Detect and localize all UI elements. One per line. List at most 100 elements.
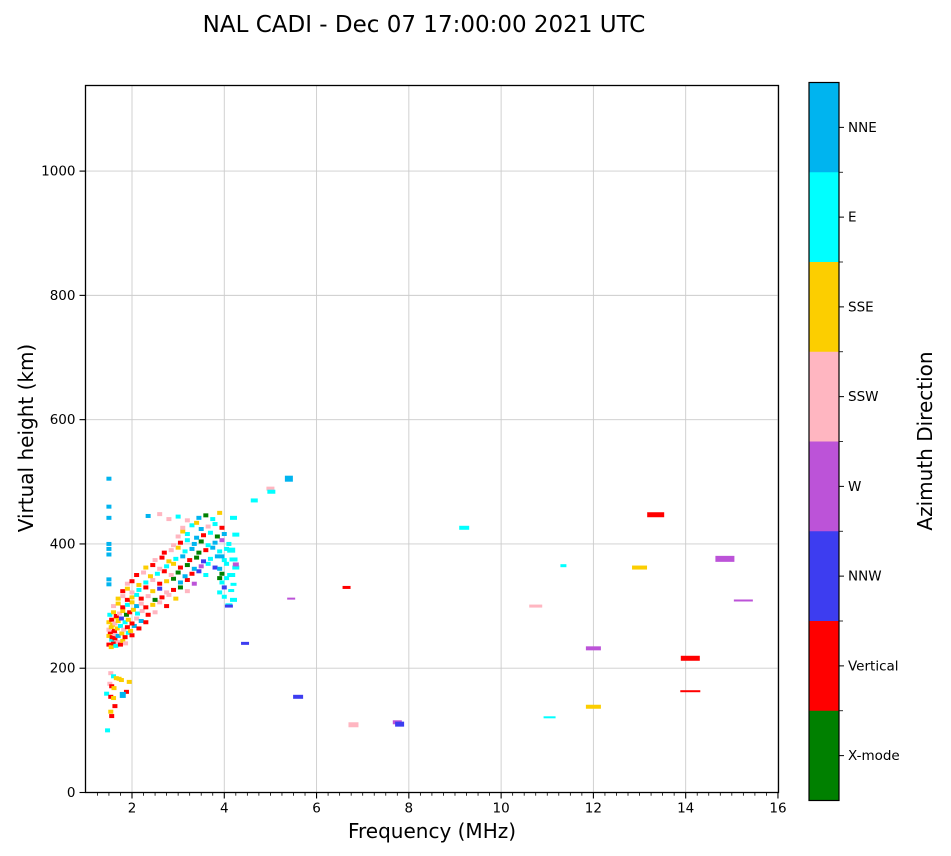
data-point — [166, 559, 172, 564]
data-point — [177, 580, 183, 585]
data-point — [117, 611, 123, 616]
data-point — [180, 525, 186, 530]
data-point — [219, 538, 225, 543]
data-point — [164, 604, 170, 609]
data-point — [201, 533, 207, 538]
data-point — [107, 612, 113, 617]
data-point — [119, 691, 126, 698]
data-point — [115, 601, 121, 606]
data-point — [180, 554, 186, 559]
data-point — [219, 525, 225, 530]
y-tick-label: 800 — [50, 288, 76, 304]
data-point — [230, 515, 238, 520]
data-point — [212, 522, 218, 527]
data-point — [145, 612, 151, 617]
data-point — [108, 694, 114, 699]
x-tick-label: 4 — [220, 801, 229, 817]
data-point — [113, 614, 119, 619]
data-point — [171, 576, 177, 581]
data-point — [171, 561, 177, 566]
data-point — [157, 600, 163, 605]
data-point — [117, 623, 123, 628]
x-tick-label: 10 — [493, 801, 510, 817]
colorbar-segment — [809, 82, 839, 173]
data-point — [196, 550, 202, 555]
data-point — [134, 604, 140, 609]
data-point — [175, 545, 181, 550]
data-point — [126, 679, 132, 684]
data-point — [138, 618, 144, 623]
data-point — [560, 564, 567, 568]
data-point — [118, 616, 124, 621]
data-point — [138, 596, 144, 601]
data-point — [203, 573, 209, 578]
data-point — [217, 566, 223, 571]
data-point — [228, 589, 235, 593]
data-point — [152, 558, 158, 563]
data-point — [217, 576, 223, 581]
data-point — [632, 565, 648, 570]
data-point — [115, 596, 121, 601]
data-point — [113, 643, 119, 648]
axes-border — [84, 84, 780, 794]
data-point — [157, 581, 163, 586]
colorbar-label: NNW — [848, 569, 882, 585]
data-point — [227, 573, 236, 578]
data-point — [173, 556, 179, 561]
data-point — [203, 548, 209, 553]
data-point — [287, 597, 296, 600]
data-point — [182, 549, 188, 554]
data-point — [164, 579, 170, 584]
data-point — [191, 541, 197, 546]
data-point — [106, 476, 112, 481]
data-point — [221, 594, 227, 599]
data-point — [121, 627, 127, 632]
x-tick-label: 14 — [677, 801, 694, 817]
data-point — [224, 604, 233, 608]
data-point — [143, 585, 149, 590]
data-point — [127, 610, 133, 615]
colorbar-segment — [809, 262, 839, 353]
x-tick-label: 2 — [128, 801, 137, 817]
data-point — [112, 632, 118, 637]
data-point — [203, 513, 209, 518]
azimuth-colorbar: NNE E SSE SSW W NNW Vertical X-mode — [808, 81, 900, 802]
data-point — [108, 671, 114, 676]
data-point — [680, 655, 700, 661]
data-point — [123, 612, 129, 617]
data-point — [171, 587, 177, 592]
data-point — [157, 566, 163, 571]
data-point — [210, 517, 216, 522]
grid-lines — [85, 85, 779, 793]
data-point — [118, 678, 124, 683]
data-point — [106, 582, 112, 587]
data-point — [136, 587, 142, 592]
data-point — [106, 504, 112, 509]
colorbar-segment — [809, 531, 839, 622]
data-point — [217, 510, 223, 515]
data-point — [136, 626, 142, 631]
data-point — [143, 565, 149, 570]
data-point — [173, 596, 179, 601]
data-point — [230, 597, 238, 602]
data-point — [129, 600, 135, 605]
data-point — [122, 635, 128, 640]
data-point — [150, 589, 156, 594]
data-point — [124, 586, 130, 591]
data-point — [123, 689, 129, 694]
data-point — [205, 561, 211, 566]
data-point — [171, 543, 177, 548]
data-point — [124, 602, 130, 607]
data-point — [191, 581, 197, 586]
data-point — [108, 645, 114, 650]
data-point — [184, 563, 190, 568]
data-point — [111, 628, 117, 633]
data-point — [161, 569, 167, 574]
data-point — [112, 636, 118, 641]
data-point — [177, 540, 183, 545]
colorbar-segment — [809, 710, 839, 801]
data-point — [194, 520, 200, 525]
data-point — [459, 525, 470, 530]
